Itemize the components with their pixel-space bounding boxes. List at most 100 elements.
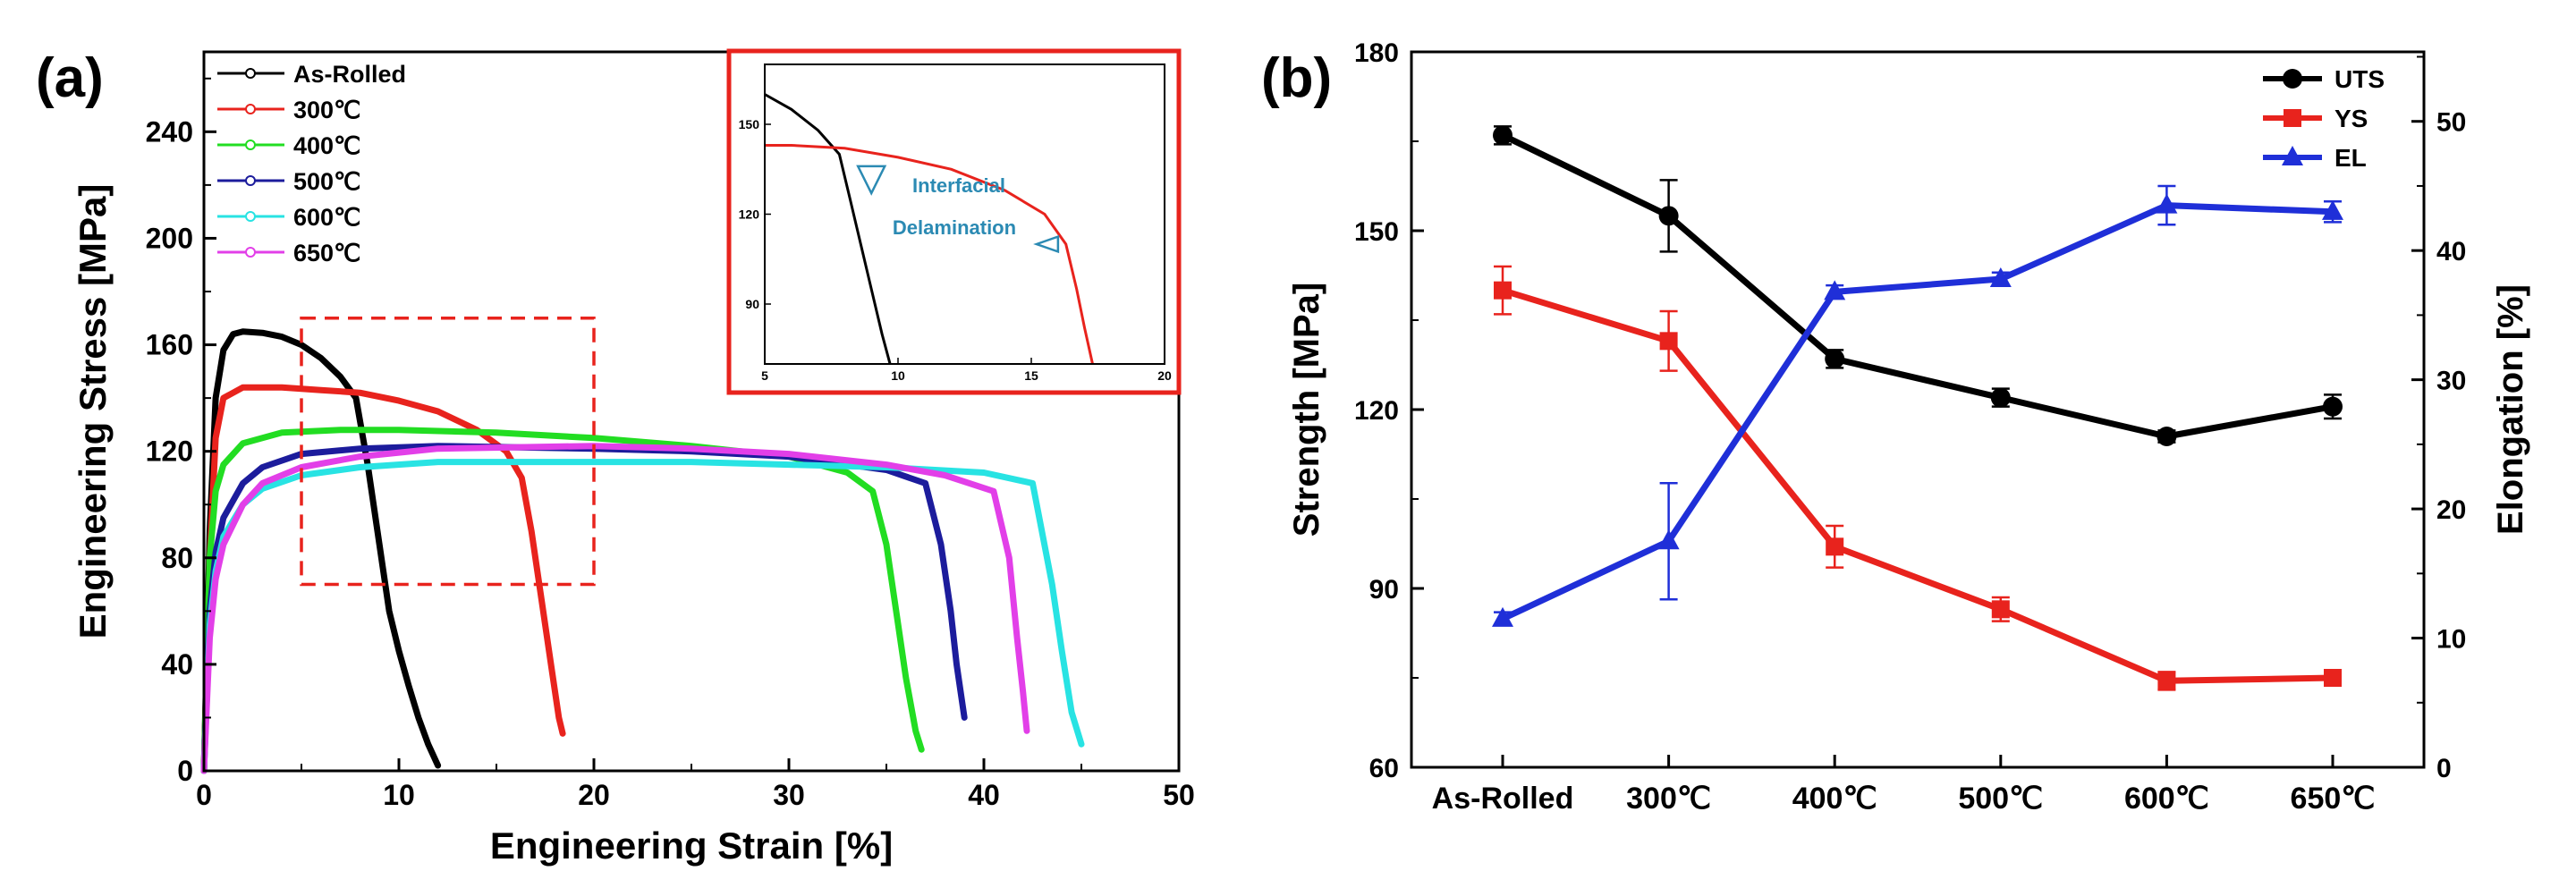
x-tick-label: 0 — [196, 779, 212, 811]
x-category-label: As-Rolled — [1432, 782, 1574, 816]
inset-x-tick-label: 15 — [1024, 368, 1038, 383]
y2-axis-title: Elongation [%] — [2491, 284, 2530, 535]
data-point — [1824, 280, 1846, 300]
curve-300 — [200, 384, 566, 774]
x-category-label: 400℃ — [1792, 782, 1877, 816]
inset-y-tick-label: 90 — [745, 297, 759, 311]
legend-item-uts: UTS — [2263, 65, 2385, 93]
y2-tick-label: 10 — [2436, 625, 2466, 655]
curve-500 — [200, 443, 968, 774]
legend-marker — [2284, 109, 2301, 127]
annotation-line-2: Delamination — [893, 216, 1016, 239]
legend-item-500: 500℃ — [217, 168, 360, 195]
inset-y-tick-label: 150 — [739, 117, 760, 131]
data-point — [1657, 529, 1680, 550]
legend-label: As-Rolled — [293, 61, 406, 88]
y2-tick-label: 30 — [2436, 367, 2466, 396]
stress-strain-chart: (a) 0 10 20 30 40 50 0 40 80 120 160 200 240 Engineeri… — [36, 47, 1195, 867]
x-axis-title: Engineering Strain [%] — [490, 825, 893, 867]
y-axis-title: Engineering Stress [MPa] — [72, 184, 114, 639]
legend-label: 300℃ — [293, 97, 360, 123]
data-point — [2323, 396, 2343, 417]
x-category-label: 650℃ — [2291, 782, 2376, 816]
y-tick-label: 0 — [177, 755, 193, 787]
inset-border — [726, 48, 1182, 395]
legend-label: EL — [2334, 144, 2367, 172]
legend-marker — [245, 211, 256, 222]
legend-item-ys: YS — [2263, 105, 2368, 132]
data-point — [1494, 281, 1512, 300]
series-line — [1501, 202, 2334, 622]
y2-tick-label: 0 — [2436, 754, 2452, 783]
series-uts — [1493, 125, 2343, 446]
legend-label: 650℃ — [293, 240, 360, 266]
legend-marker — [245, 68, 256, 79]
curve-650 — [200, 443, 1030, 774]
x-tick-label: 30 — [773, 779, 805, 811]
data-point — [2157, 427, 2177, 446]
legend-item-600: 600℃ — [217, 204, 360, 231]
x-tick-label: 40 — [968, 779, 1000, 811]
y-tick-label: 180 — [1354, 38, 1399, 68]
inset-x-tick-label: 20 — [1157, 368, 1172, 383]
y-tick-label: 120 — [1354, 396, 1399, 426]
legend-label: 600℃ — [293, 204, 360, 231]
legend-marker — [245, 104, 256, 114]
data-point — [2156, 193, 2178, 214]
legend-label: 400℃ — [293, 132, 360, 159]
legend-item-as-rolled: As-Rolled — [217, 61, 406, 88]
y2-tick-label: 40 — [2436, 237, 2466, 266]
inset-x-tick-label: 10 — [891, 368, 905, 383]
strength-elongation-chart: (b) 60 90 120 150 180 0 10 20 30 40 50 As-Rolled 300℃… — [1261, 38, 2530, 816]
legend-marker — [2283, 69, 2302, 89]
series-line — [1501, 132, 2334, 440]
delamination-marker-2 — [1033, 234, 1060, 254]
data-point — [1991, 600, 2010, 619]
y-tick-label: 160 — [146, 329, 193, 361]
y-tick-label: 40 — [161, 648, 193, 681]
y-tick-label: 80 — [161, 542, 193, 574]
panel-letter: (a) — [36, 47, 104, 109]
data-point — [2157, 672, 2176, 690]
zoom-region-box — [300, 317, 596, 587]
data-point — [1493, 125, 1513, 146]
legend-marker — [245, 175, 256, 186]
legend-label: 500℃ — [293, 168, 360, 195]
annotation-line-1: Interfacial — [912, 174, 1005, 197]
legend-label: UTS — [2334, 65, 2385, 93]
legend-marker — [245, 140, 256, 150]
series-el — [1492, 184, 2343, 627]
series-line — [1501, 287, 2334, 684]
delamination-marker-1 — [856, 165, 887, 196]
y-tick-label: 60 — [1369, 754, 1399, 783]
legend: UTS YS EL — [2263, 65, 2385, 172]
curve-400 — [200, 427, 925, 774]
curve-as-rolled — [200, 328, 442, 774]
data-point — [1989, 266, 2012, 287]
stress-strain-panel: (a) 0 10 20 30 40 50 0 40 80 120 160 200 240 Engineeri… — [0, 0, 1252, 888]
legend-item-400: 400℃ — [217, 132, 360, 159]
data-point — [1990, 387, 2011, 408]
x-category-label: 300℃ — [1626, 782, 1711, 816]
data-point — [1826, 537, 1844, 556]
x-tick-label: 20 — [578, 779, 610, 811]
y-tick-label: 200 — [146, 222, 193, 254]
stress-strain-curves — [200, 328, 1085, 774]
legend: As-Rolled 300℃ 400℃ 500℃ 600℃ 650℃ — [217, 61, 406, 266]
x-tick-label: 50 — [1163, 779, 1195, 811]
data-point — [1825, 349, 1845, 369]
inset-curve-1 — [764, 93, 892, 365]
y-tick-label: 120 — [146, 436, 193, 468]
data-point — [1492, 606, 1513, 627]
y2-tick-label: 20 — [2436, 495, 2466, 525]
panel-letter: (b) — [1261, 47, 1332, 109]
strength-elongation-panel: (b) 60 90 120 150 180 0 10 20 30 40 50 As-Rolled 300℃… — [1252, 0, 2576, 888]
y-axis-title: Strength [MPa] — [1287, 283, 1326, 537]
data-point — [2322, 199, 2343, 220]
y2-tick-label: 50 — [2436, 108, 2466, 138]
data-point — [2324, 669, 2342, 687]
inset-x-tick-label: 5 — [761, 368, 768, 383]
y-tick-label: 240 — [146, 115, 193, 148]
inset-y-tick-label: 120 — [739, 207, 760, 222]
series-ys — [1494, 265, 2342, 691]
